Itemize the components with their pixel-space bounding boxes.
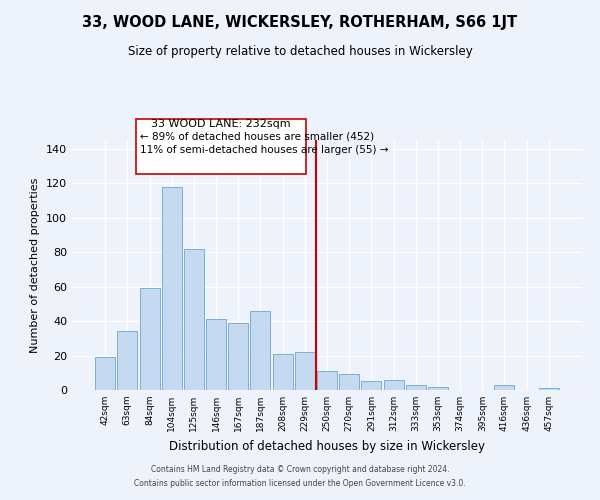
Bar xyxy=(494,385,514,390)
Bar xyxy=(162,186,182,390)
Bar xyxy=(272,354,293,390)
Text: 33 WOOD LANE: 232sqm: 33 WOOD LANE: 232sqm xyxy=(151,120,291,130)
Bar xyxy=(140,288,160,390)
Bar xyxy=(317,371,337,390)
FancyBboxPatch shape xyxy=(136,120,306,174)
Bar xyxy=(206,320,226,390)
Bar xyxy=(228,323,248,390)
Bar xyxy=(118,332,137,390)
Bar xyxy=(428,386,448,390)
Text: Size of property relative to detached houses in Wickersley: Size of property relative to detached ho… xyxy=(128,45,472,58)
Bar xyxy=(95,357,115,390)
Bar xyxy=(539,388,559,390)
X-axis label: Distribution of detached houses by size in Wickersley: Distribution of detached houses by size … xyxy=(169,440,485,452)
Bar xyxy=(250,310,271,390)
Bar xyxy=(361,382,382,390)
Text: Contains HM Land Registry data © Crown copyright and database right 2024.
Contai: Contains HM Land Registry data © Crown c… xyxy=(134,466,466,487)
Bar xyxy=(339,374,359,390)
Bar xyxy=(406,385,426,390)
Text: 33, WOOD LANE, WICKERSLEY, ROTHERHAM, S66 1JT: 33, WOOD LANE, WICKERSLEY, ROTHERHAM, S6… xyxy=(82,15,518,30)
Bar xyxy=(184,248,204,390)
Text: ← 89% of detached houses are smaller (452): ← 89% of detached houses are smaller (45… xyxy=(140,132,374,141)
Bar xyxy=(383,380,404,390)
Bar xyxy=(295,352,315,390)
Text: 11% of semi-detached houses are larger (55) →: 11% of semi-detached houses are larger (… xyxy=(140,146,388,156)
Y-axis label: Number of detached properties: Number of detached properties xyxy=(31,178,40,352)
